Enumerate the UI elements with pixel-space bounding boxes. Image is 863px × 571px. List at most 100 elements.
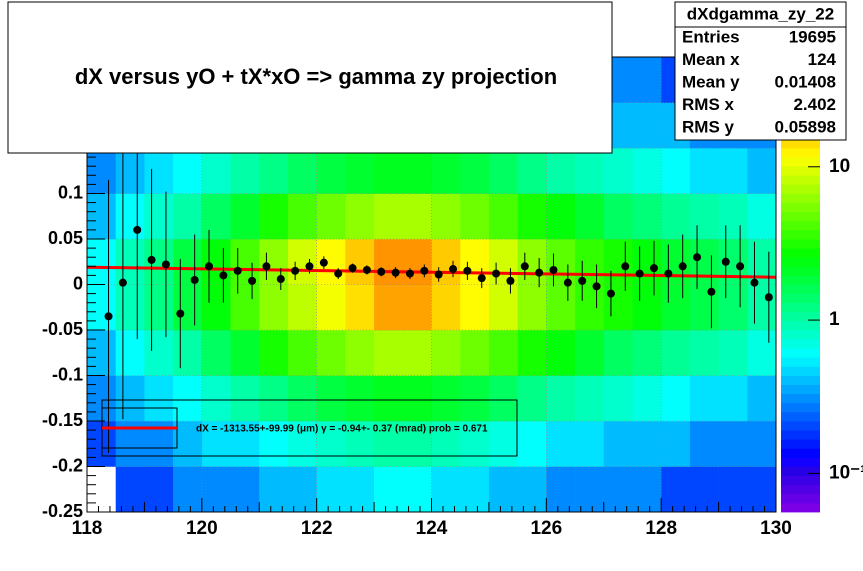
palette-band	[781, 284, 820, 294]
profile-point	[606, 289, 615, 298]
heatmap-cell	[431, 239, 461, 285]
palette-band	[781, 157, 820, 167]
heatmap-cell	[661, 330, 691, 376]
heatmap-cell	[287, 284, 317, 331]
palette-band	[781, 366, 820, 376]
heatmap-cell	[517, 421, 547, 467]
heatmap-cell	[230, 239, 260, 285]
heatmap-cell	[632, 284, 662, 331]
stats-label: Entries	[682, 27, 740, 46]
profile-point	[348, 264, 357, 273]
heatmap-cell	[402, 375, 432, 422]
heatmap-cell	[575, 466, 605, 513]
fit-line	[86, 265, 777, 279]
heatmap-cell	[431, 193, 461, 240]
heatmap-cell	[689, 239, 719, 285]
palette-band	[781, 229, 820, 240]
heatmap-cell	[603, 421, 633, 467]
heatmap-cell	[488, 375, 518, 422]
profile-point	[104, 312, 113, 321]
heatmap-cell	[374, 466, 404, 513]
palette-band	[781, 457, 820, 467]
palette-band	[781, 348, 820, 358]
heatmap-cell	[747, 421, 777, 467]
heatmap-cell	[632, 148, 662, 194]
profile-point	[707, 287, 716, 296]
heatmap-cell	[661, 284, 691, 331]
palette-band	[781, 421, 820, 431]
y-tick-label: -0.1	[52, 364, 83, 384]
heatmap-cell	[718, 421, 748, 467]
heatmap-cell	[201, 375, 231, 422]
heatmap-cell	[287, 330, 317, 376]
heatmap-cell	[460, 330, 490, 376]
palette-band	[781, 384, 820, 395]
heatmap-cell	[488, 284, 518, 331]
profile-point	[205, 262, 214, 271]
palette-band	[781, 184, 820, 194]
stats-value: 0.05898	[775, 117, 836, 136]
heatmap-cell	[431, 466, 461, 513]
heatmap-cell	[747, 375, 777, 422]
heatmap-cell	[201, 330, 231, 376]
heatmap-cell	[230, 421, 260, 467]
heatmap-cell	[603, 239, 633, 285]
profile-point	[219, 271, 228, 280]
heatmap-cell	[431, 375, 461, 422]
profile-point	[578, 276, 587, 285]
heatmap-cell	[431, 330, 461, 376]
heatmap-cell	[259, 330, 289, 376]
z-tick-label: 10⁻¹	[829, 462, 863, 483]
palette-band	[781, 266, 820, 276]
heatmap-cell	[488, 193, 518, 240]
heatmap-cell	[201, 193, 231, 240]
palette-band	[781, 411, 820, 422]
profile-point	[377, 267, 386, 276]
heatmap-cell	[689, 148, 719, 194]
heatmap-cell	[230, 284, 260, 331]
palette-band	[781, 293, 820, 304]
heatmap-cell	[603, 193, 633, 240]
profile-point	[248, 276, 257, 285]
heatmap-cell	[603, 330, 633, 376]
x-tick-label: 118	[72, 518, 103, 539]
heatmap-cell	[632, 330, 662, 376]
heatmap-cell	[316, 193, 346, 240]
heatmap-cell	[575, 375, 605, 422]
heatmap-cell	[316, 375, 346, 422]
heatmap-cell	[230, 330, 260, 376]
heatmap-cell	[345, 330, 375, 376]
y-tick-label: 0.05	[48, 228, 83, 248]
palette-band	[781, 148, 820, 158]
heatmap-cell	[460, 375, 490, 422]
heatmap-cell	[402, 421, 432, 467]
palette-band	[781, 248, 820, 258]
heatmap-cell	[718, 148, 748, 194]
profile-point	[477, 274, 486, 283]
profile-point	[161, 260, 170, 269]
stats-label: RMS y	[682, 117, 735, 136]
palette-band	[781, 275, 820, 285]
heatmap-cell	[316, 421, 346, 467]
heatmap-cell	[259, 148, 289, 194]
y-tick-label: 0	[73, 273, 83, 293]
profile-point	[334, 269, 343, 278]
profile-point	[233, 266, 242, 275]
heatmap-cell	[287, 466, 317, 513]
heatmap-cell	[87, 193, 117, 240]
heatmap-cell	[144, 375, 174, 422]
profile-point	[764, 293, 773, 302]
heatmap-cell	[230, 148, 260, 194]
palette-band	[781, 466, 820, 476]
heatmap-cell	[87, 330, 117, 376]
heatmap-cell	[575, 239, 605, 285]
heatmap-cell	[173, 375, 203, 422]
profile-point	[449, 265, 458, 274]
palette-band	[781, 330, 820, 340]
x-tick-label: 124	[416, 518, 448, 539]
heatmap-cell	[402, 466, 432, 513]
profile-point	[563, 278, 572, 287]
heatmap-cell	[115, 466, 145, 513]
palette-band	[781, 239, 820, 249]
